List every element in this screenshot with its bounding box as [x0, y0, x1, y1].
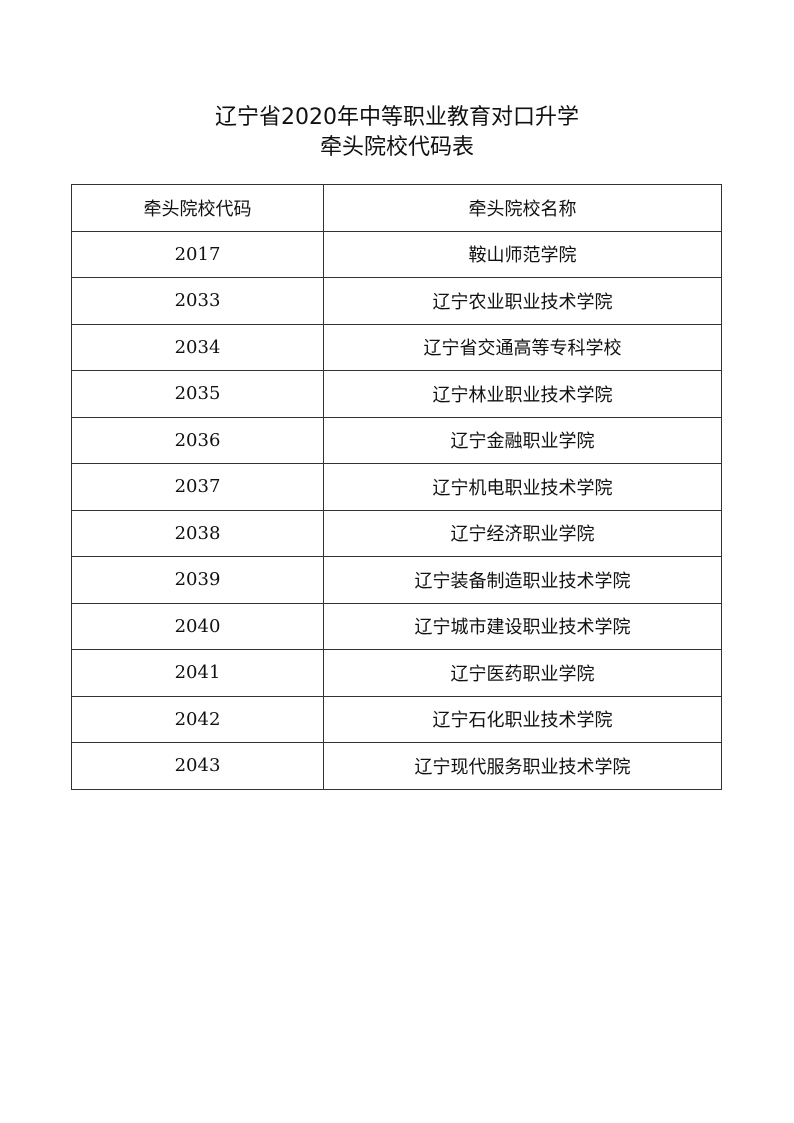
school-name-cell: 辽宁省交通高等专科学校: [323, 323, 722, 371]
document-title-line1: 辽宁省2020年中等职业教育对口升学: [215, 105, 579, 130]
school-code-cell: 2034: [71, 323, 324, 371]
table-row: 2039 辽宁装备制造职业技术学院: [71, 556, 722, 604]
table-header-row: 牵头院校代码 牵头院校名称: [71, 184, 722, 232]
school-name-cell: 鞍山师范学院: [323, 230, 722, 278]
school-code-cell: 2037: [71, 463, 324, 511]
school-code-cell: 2039: [71, 556, 324, 604]
school-code-table: 牵头院校代码 牵头院校名称 2017 鞍山师范学院 2033 辽宁农业职业技术学院 20…: [71, 184, 722, 790]
table-row: 2033 辽宁农业职业技术学院: [71, 277, 722, 325]
header-code: 牵头院校代码: [71, 184, 324, 232]
school-code-cell: 2040: [71, 602, 324, 650]
school-name-cell: 辽宁医药职业学院: [323, 649, 722, 697]
school-name-cell: 辽宁城市建设职业技术学院: [323, 602, 722, 650]
table-row: 2034 辽宁省交通高等专科学校: [71, 323, 722, 371]
school-name-cell: 辽宁林业职业技术学院: [323, 370, 722, 418]
school-code-cell: 2043: [71, 742, 324, 790]
table-row: 2036 辽宁金融职业学院: [71, 416, 722, 464]
school-name-cell: 辽宁金融职业学院: [323, 416, 722, 464]
document-title-line2: 牵头院校代码表: [319, 135, 474, 160]
school-code-cell: 2036: [71, 416, 324, 464]
table-row: 2038 辽宁经济职业学院: [71, 509, 722, 557]
school-code-cell: 2041: [71, 649, 324, 697]
table-row: 2042 辽宁石化职业技术学院: [71, 695, 722, 743]
table-row: 2037 辽宁机电职业技术学院: [71, 463, 722, 511]
header-name: 牵头院校名称: [323, 184, 722, 232]
school-name-cell: 辽宁现代服务职业技术学院: [323, 742, 722, 790]
school-code-cell: 2017: [71, 230, 324, 278]
school-name-cell: 辽宁石化职业技术学院: [323, 695, 722, 743]
table-row: 2035 辽宁林业职业技术学院: [71, 370, 722, 418]
school-name-cell: 辽宁农业职业技术学院: [323, 277, 722, 325]
school-code-cell: 2033: [71, 277, 324, 325]
table-row: 2040 辽宁城市建设职业技术学院: [71, 602, 722, 650]
school-code-cell: 2038: [71, 509, 324, 557]
school-name-cell: 辽宁机电职业技术学院: [323, 463, 722, 511]
table-row: 2017 鞍山师范学院: [71, 230, 722, 278]
school-code-cell: 2035: [71, 370, 324, 418]
table-row: 2043 辽宁现代服务职业技术学院: [71, 742, 722, 790]
school-name-cell: 辽宁经济职业学院: [323, 509, 722, 557]
school-name-cell: 辽宁装备制造职业技术学院: [323, 556, 722, 604]
table-row: 2041 辽宁医药职业学院: [71, 649, 722, 697]
school-code-cell: 2042: [71, 695, 324, 743]
